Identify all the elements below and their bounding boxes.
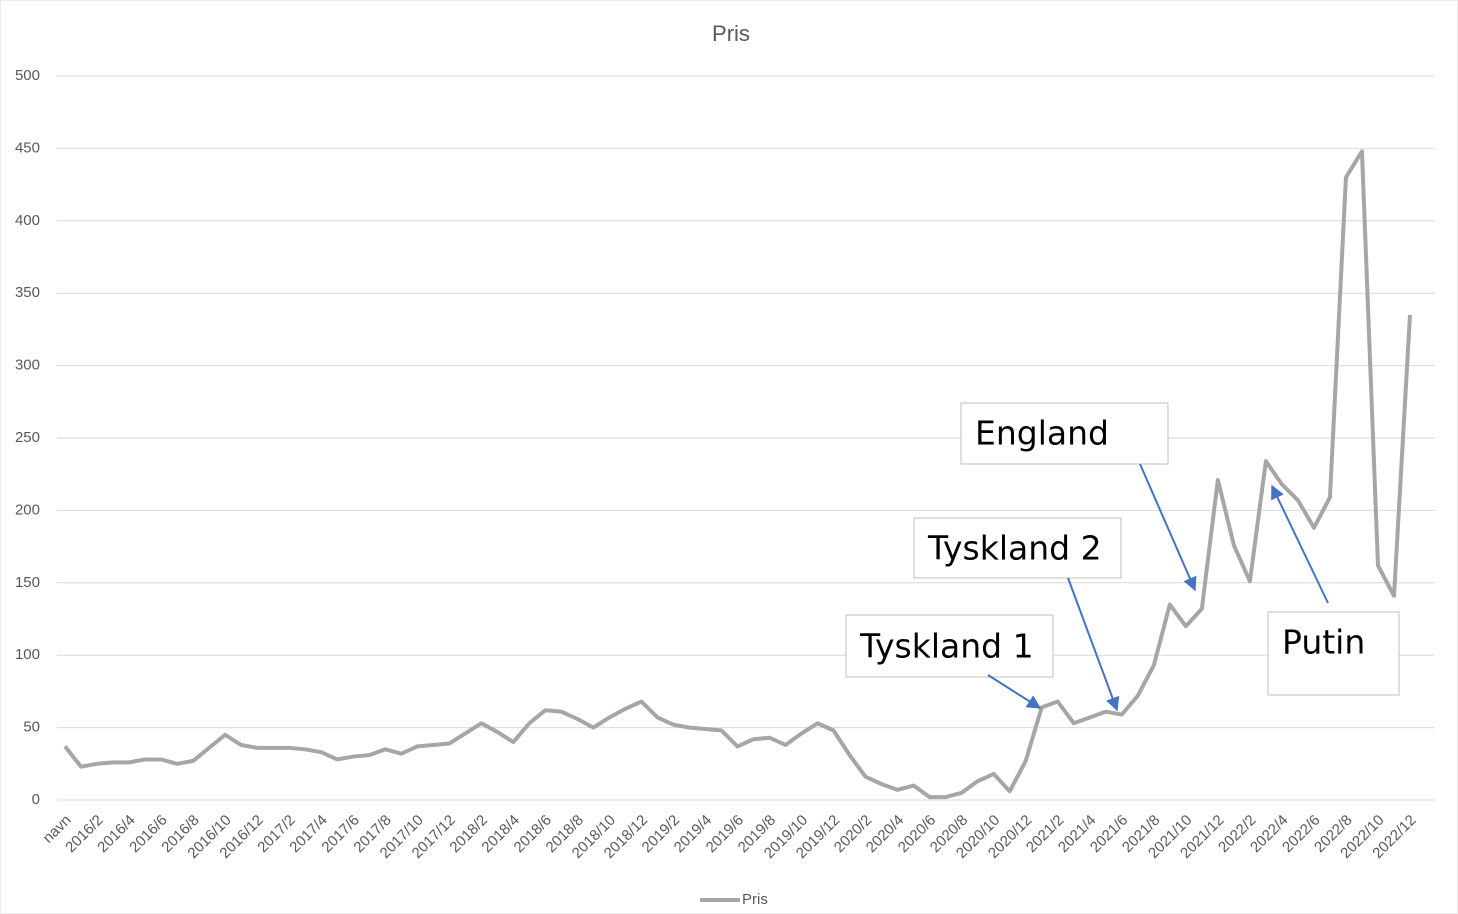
- legend-label: Pris: [742, 891, 768, 908]
- y-tick-label: 450: [15, 139, 40, 156]
- y-tick-label: 0: [32, 791, 40, 808]
- y-tick-label: 500: [15, 67, 40, 84]
- annotation-arrow: [1067, 577, 1120, 712]
- y-tick-label: 350: [15, 284, 40, 301]
- annotation-box: [1267, 611, 1400, 696]
- annotation-box: [913, 517, 1122, 579]
- annotation-text: England: [975, 414, 1109, 453]
- annotation-box: [845, 614, 1054, 678]
- annotation-text: Tyskland 2: [927, 529, 1102, 568]
- y-tick-label: 250: [15, 429, 40, 446]
- y-tick-label: 200: [15, 501, 40, 518]
- annotation-box: [960, 402, 1169, 465]
- chart-title: Pris: [712, 21, 750, 46]
- annotation-arrow: [987, 674, 1042, 709]
- annotation-text: Putin: [1282, 623, 1365, 662]
- annotation-arrow: [1271, 484, 1329, 604]
- y-tick-label: 400: [15, 212, 40, 229]
- y-tick-label: 100: [15, 646, 40, 663]
- y-tick-label: 50: [23, 719, 40, 736]
- annotation-arrow: [1139, 463, 1197, 592]
- line-series: [63, 149, 1412, 800]
- y-tick-label: 150: [15, 574, 40, 591]
- y-tick-label: 300: [15, 357, 40, 374]
- annotation-text: Tyskland 1: [859, 627, 1034, 666]
